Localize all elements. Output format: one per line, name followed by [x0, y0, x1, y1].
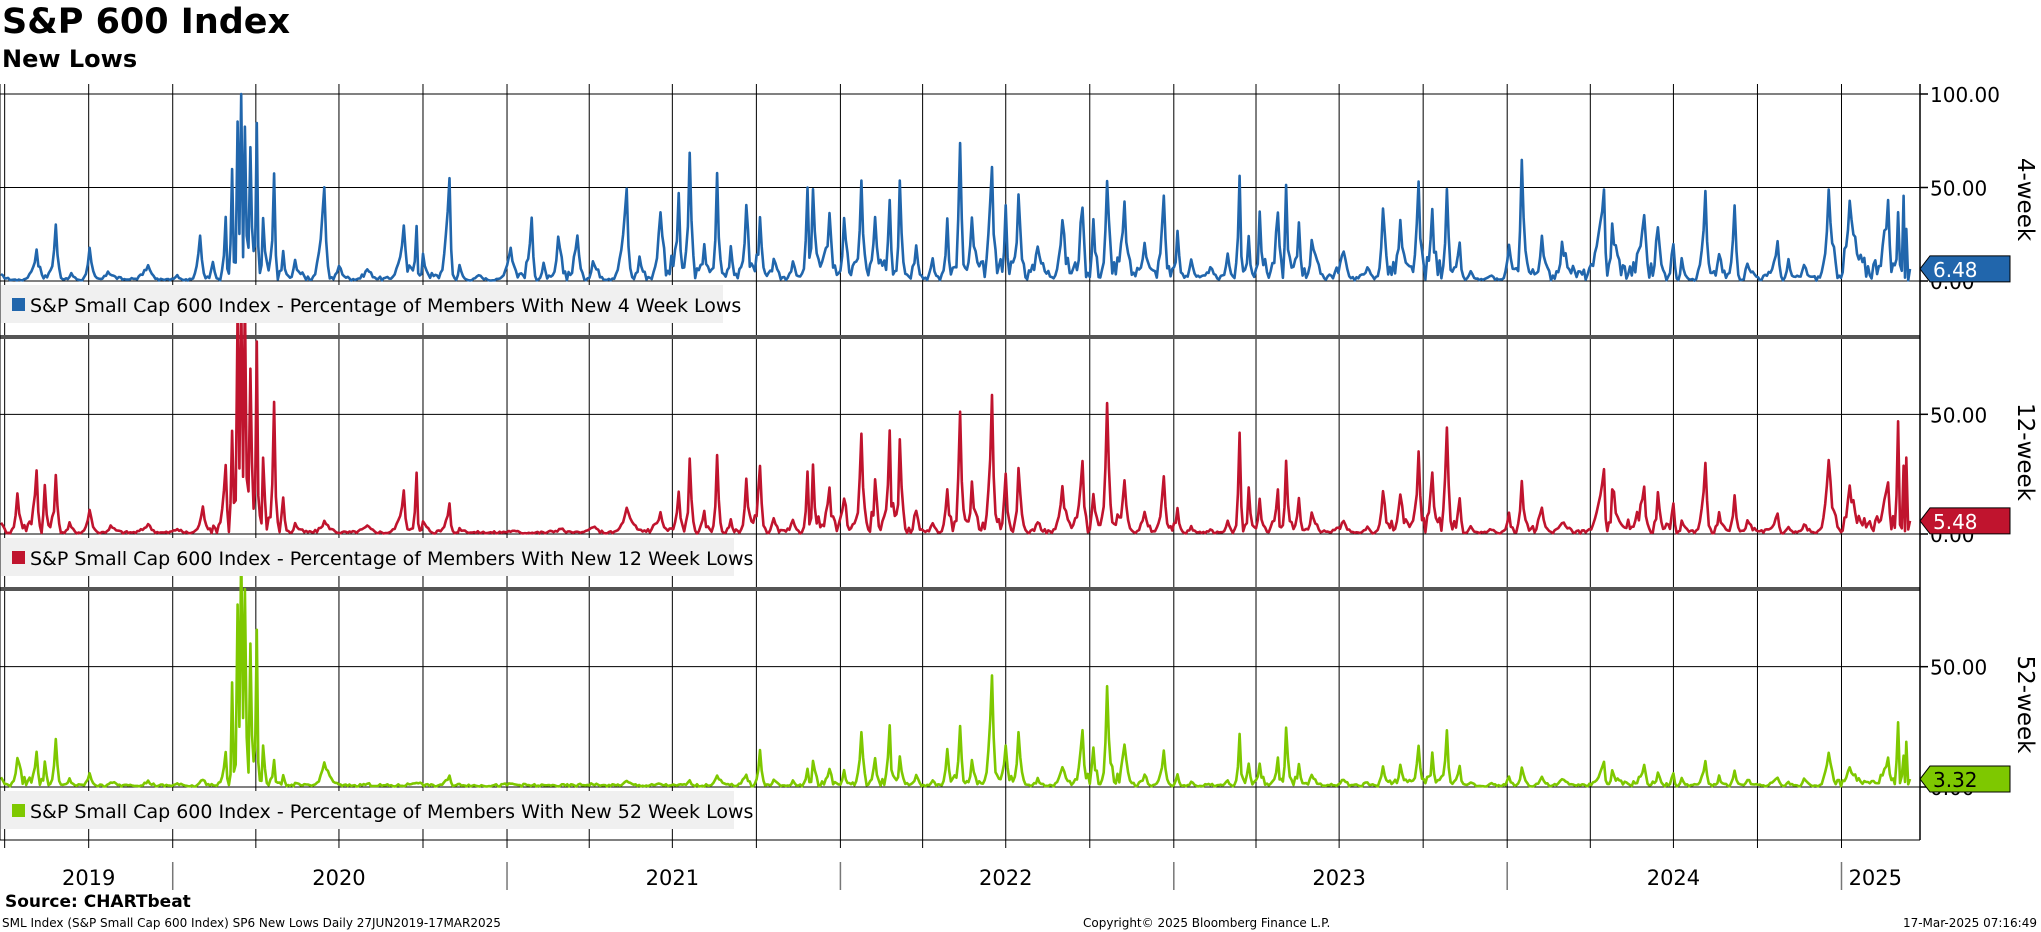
legend-layer: S&P Small Cap 600 Index - Percentage of …	[1, 285, 753, 829]
legend-swatch	[12, 551, 25, 564]
x-year-label: 2019	[62, 866, 115, 890]
last-value-label: 3.32	[1933, 768, 1978, 792]
chart-subtitle: New Lows	[2, 45, 138, 73]
footer-copyright: Copyright© 2025 Bloomberg Finance L.P.	[1083, 916, 1331, 930]
panel-separator	[0, 587, 1920, 591]
footer-timestamp: 17-Mar-2025 07:16:49	[1902, 916, 2037, 930]
x-year-label: 2020	[312, 866, 365, 890]
panel-label: 4-week	[2012, 158, 2038, 242]
last-value-label: 6.48	[1933, 258, 1978, 282]
chart-title: S&P 600 Index	[2, 2, 291, 42]
legend-label: S&P Small Cap 600 Index - Percentage of …	[30, 548, 753, 570]
panel-separator	[0, 335, 1920, 339]
footer-description: SML Index (S&P Small Cap 600 Index) SP6 …	[2, 916, 501, 930]
x-year-label: 2021	[646, 866, 699, 890]
series-line-52-week	[0, 547, 1912, 788]
x-year-label: 2025	[1849, 866, 1902, 890]
y-tick-label: 50.00	[1930, 177, 1987, 201]
last-value-badge	[1919, 507, 2011, 535]
last-value-badge	[1919, 765, 2011, 793]
legend-swatch	[12, 298, 25, 311]
legend-label: S&P Small Cap 600 Index - Percentage of …	[30, 295, 741, 317]
legend-box	[1, 791, 734, 829]
legend-label: S&P Small Cap 600 Index - Percentage of …	[30, 801, 753, 823]
legend-box	[1, 538, 734, 576]
y-tick-label: 50.00	[1930, 403, 1987, 427]
panel-label: 12-week	[2012, 403, 2038, 502]
y-tick-label: 50.00	[1930, 656, 1987, 680]
axis-layer: 100.0050.000.006.484-week50.000.005.4812…	[0, 83, 2038, 890]
series-layer	[0, 92, 1912, 788]
series-line-12-week	[0, 293, 1912, 535]
legend-box	[1, 285, 723, 323]
panel-label: 52-week	[2012, 656, 2038, 755]
source-label: Source: CHARTbeat	[5, 892, 191, 912]
grid-layer	[0, 84, 1920, 840]
last-value-label: 5.48	[1933, 510, 1978, 534]
last-value-badge	[1919, 255, 2011, 283]
legend-swatch	[12, 804, 25, 817]
y-tick-label: 100.00	[1930, 83, 2000, 107]
x-year-label: 2023	[1312, 866, 1365, 890]
x-year-label: 2024	[1647, 866, 1700, 890]
series-line-4-week	[0, 92, 1912, 282]
x-year-label: 2022	[979, 866, 1032, 890]
